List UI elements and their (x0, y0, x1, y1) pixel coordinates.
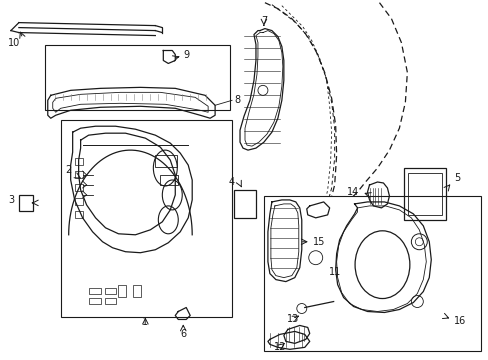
Text: 13: 13 (286, 314, 298, 324)
Bar (155, 155, 177, 167)
Bar (75, 211, 82, 218)
Text: 1: 1 (142, 318, 148, 328)
Bar (88, 288, 101, 293)
Bar (404, 168, 446, 220)
Text: 8: 8 (234, 95, 240, 105)
Bar (75, 158, 82, 165)
Bar (104, 288, 116, 293)
Bar (75, 184, 82, 191)
Text: 10: 10 (8, 37, 20, 48)
Text: 16: 16 (453, 316, 466, 327)
Bar (118, 285, 126, 297)
Bar (133, 285, 141, 297)
Bar (61, 120, 232, 318)
Text: 3: 3 (9, 195, 15, 205)
Text: 7: 7 (260, 15, 266, 26)
Bar (88, 298, 101, 303)
Text: 2: 2 (65, 165, 72, 175)
Text: 4: 4 (228, 177, 235, 187)
Text: 9: 9 (183, 50, 189, 60)
Bar (407, 173, 441, 215)
Text: 6: 6 (180, 329, 186, 339)
Bar (104, 298, 116, 303)
Text: 12: 12 (273, 342, 285, 352)
Bar (19, 195, 33, 211)
Bar (234, 190, 255, 218)
Text: 11: 11 (328, 267, 340, 276)
Bar (75, 198, 82, 205)
Text: 5: 5 (453, 173, 460, 183)
Text: 14: 14 (346, 187, 359, 197)
Bar (264, 196, 480, 351)
Bar (45, 45, 229, 110)
Bar (160, 175, 178, 185)
Text: 15: 15 (312, 237, 325, 247)
Bar (75, 171, 82, 178)
